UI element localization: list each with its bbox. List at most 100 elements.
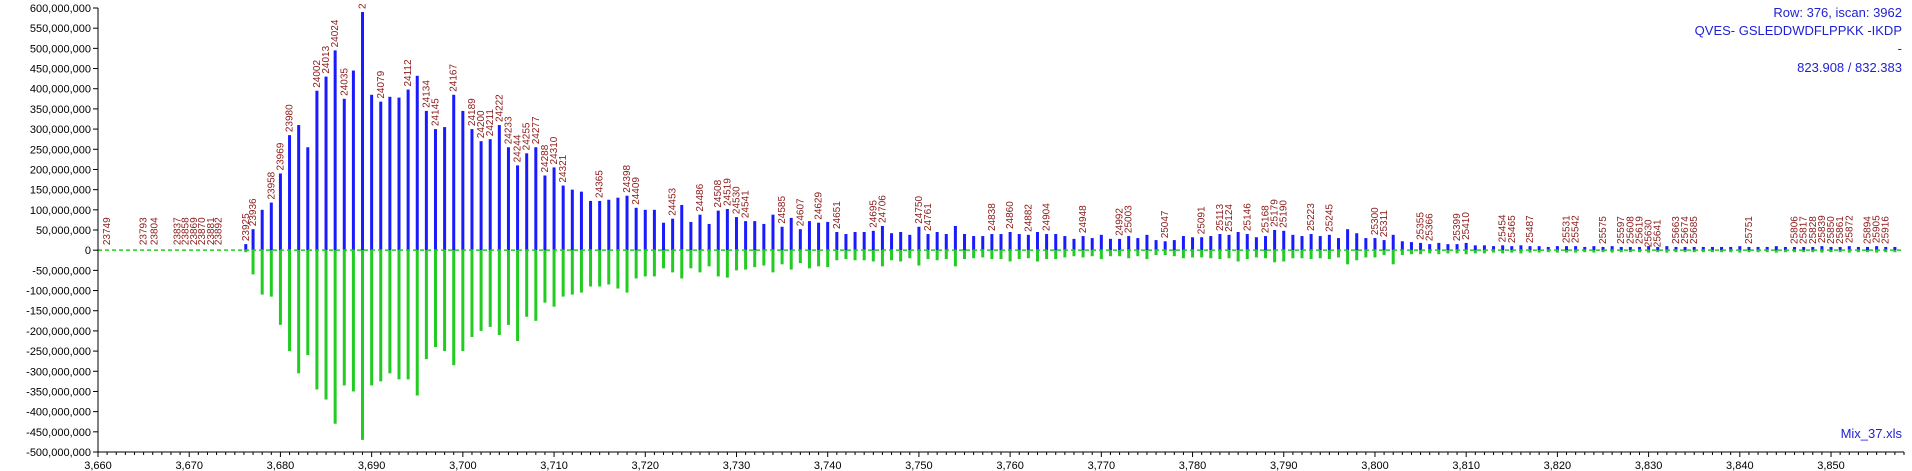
peak-label: 24167 (449, 64, 460, 92)
negative-bar (1400, 250, 1404, 256)
x-tick-label: 3,730 (723, 460, 751, 471)
positive-bar (1446, 244, 1450, 251)
negative-bar (1555, 250, 1559, 253)
positive-bar (1592, 246, 1596, 251)
positive-bar (890, 233, 894, 251)
positive-bar (835, 232, 839, 251)
positive-bar (725, 209, 729, 251)
peak-label: 25410 (1461, 212, 1472, 240)
negative-bar (1364, 250, 1368, 258)
positive-bar (1546, 246, 1550, 251)
x-tick-label: 3,800 (1361, 460, 1389, 471)
negative-bar (1628, 250, 1632, 253)
peak-label: 25531 (1562, 215, 1573, 243)
positive-bar (1820, 246, 1824, 251)
positive-bar (1774, 246, 1778, 251)
positive-bar (1510, 246, 1514, 251)
positive-bar (1710, 246, 1714, 251)
positive-bar (999, 234, 1003, 251)
peak-label: 25190 (1279, 200, 1290, 228)
positive-bar (506, 147, 510, 251)
positive-bar (990, 234, 994, 251)
negative-bar (1409, 250, 1413, 255)
negative-bar (990, 250, 994, 260)
negative-series-bars (244, 250, 1897, 440)
positive-bar (707, 223, 711, 251)
positive-bar (1747, 246, 1751, 251)
positive-bar (1045, 234, 1049, 251)
negative-bar (324, 250, 328, 400)
negative-bar (926, 250, 930, 260)
peak-label: 24134 (421, 80, 432, 108)
peak-label: 24222 (494, 94, 505, 122)
peak-label: 24508 (713, 179, 724, 207)
positive-bar (1482, 245, 1486, 251)
positive-bar (771, 214, 775, 251)
negative-bar (1072, 250, 1076, 257)
positive-bar (1391, 234, 1395, 251)
negative-bar (388, 250, 392, 374)
row-scan-text: Row: 376, iscan: 3962 (1773, 5, 1902, 20)
positive-bar (1108, 238, 1112, 251)
negative-bar (716, 250, 720, 277)
negative-bar (908, 250, 912, 259)
negative-bar (534, 250, 538, 321)
positive-bar (443, 127, 447, 251)
positive-bar (598, 200, 602, 251)
negative-bar (1090, 250, 1094, 257)
positive-bar (470, 129, 474, 251)
negative-bar (999, 250, 1003, 260)
peak-label: 24585 (777, 196, 788, 224)
positive-bar (1327, 234, 1331, 251)
negative-bar (561, 250, 565, 297)
positive-bar (689, 221, 693, 251)
peak-label: 25168 (1261, 205, 1272, 233)
negative-bar (890, 250, 894, 261)
peak-label: 25905 (1872, 215, 1883, 243)
positive-bar (1574, 246, 1578, 251)
negative-bar (470, 250, 474, 337)
negative-bar (1035, 250, 1039, 262)
negative-bar (625, 250, 629, 293)
positive-bar (543, 175, 547, 251)
x-tick-label: 3,760 (996, 460, 1024, 471)
peak-label: 25399 (1452, 213, 1463, 241)
negative-bar (972, 250, 976, 259)
peak-label: 2 (358, 3, 369, 9)
positive-bar (908, 234, 912, 251)
negative-bar (278, 250, 282, 325)
filename-text: Mix_37.xls (1841, 426, 1903, 441)
y-tick-label: 400,000,000 (30, 84, 91, 96)
negative-bar (497, 250, 501, 335)
negative-bar (516, 250, 520, 341)
negative-bar (361, 250, 365, 440)
negative-bar (1291, 250, 1295, 259)
positive-bar (1035, 232, 1039, 251)
positive-bar (251, 229, 255, 251)
positive-bar (1355, 233, 1359, 251)
negative-bar (433, 250, 437, 348)
negative-bar (1236, 250, 1240, 262)
positive-bar (1437, 242, 1441, 251)
positive-bar (561, 185, 565, 251)
peak-label: 24321 (558, 154, 569, 182)
negative-bar (1218, 250, 1222, 260)
y-tick-label: 0 (85, 245, 91, 257)
positive-bar (1081, 236, 1085, 251)
negative-bar (1455, 250, 1459, 254)
positive-bar (662, 222, 666, 251)
negative-bar (297, 250, 301, 374)
peak-label: 23969 (275, 142, 286, 170)
positive-bar (880, 225, 884, 251)
negative-bar (552, 250, 556, 307)
negative-bar (1665, 250, 1669, 253)
positive-bar (488, 139, 492, 251)
positive-bar (1528, 246, 1532, 251)
positive-bar (1419, 242, 1423, 251)
positive-bar (716, 210, 720, 251)
peak-label: 24750 (914, 196, 925, 224)
peak-labels: 23749 23793 23804 2383723858238692387023881… (102, 3, 1892, 247)
x-tick-label: 3,770 (1088, 460, 1116, 471)
positive-bar (698, 214, 702, 251)
